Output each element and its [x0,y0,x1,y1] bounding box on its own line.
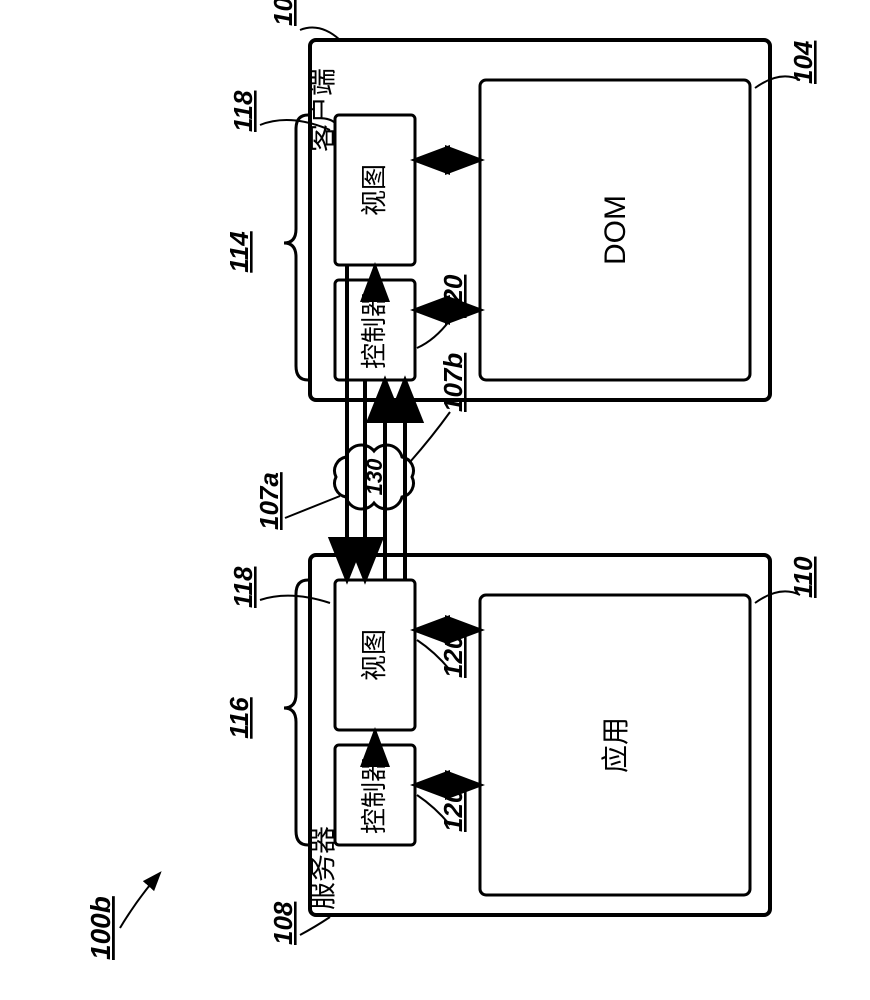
ref-labels: 102 104 118 114 120 107b 107a 118 120 11… [85,0,818,960]
ref-120-bot: 120 [438,788,468,832]
ref-120-top: 120 [438,274,468,318]
server-view-label: 视图 [359,629,389,681]
cloud-label: 130 [362,458,387,495]
ref-100b: 100b [85,896,116,960]
client-dom-label: DOM [599,195,632,265]
ref-114: 114 [224,231,254,273]
ref-118-top: 118 [228,90,258,132]
ref-102: 102 [268,0,298,26]
ref-118-bot: 118 [228,566,258,608]
server-outer-box [310,555,770,915]
ref-104: 104 [788,40,818,84]
brace-114 [284,115,308,380]
server-app-label: 应用 [600,717,631,773]
client-controller-label: 控制器 [359,291,389,369]
ref-107a: 107a [254,472,284,530]
server-group: 服务器 视图 控制器 应用 [307,555,770,915]
client-title-label: 客户端 [307,68,338,152]
ref-110: 110 [788,556,818,598]
brace-116 [284,580,308,845]
leader-107a [285,496,340,518]
leader-108 [300,917,330,935]
ref-107b: 107b [438,353,468,412]
server-title-label: 服务器 [307,826,338,910]
client-group: 客户端 视图 控制器 DOM [307,40,770,400]
diagram-canvas: 客户端 视图 控制器 DOM 服务器 视图 控制器 应用 [0,0,870,1000]
server-controller-label: 控制器 [359,756,389,834]
ref-120-mid: 120 [438,634,468,678]
ref-116: 116 [224,697,254,739]
leader-120-top [417,320,450,348]
ref-108: 108 [268,901,298,945]
client-view-label: 视图 [359,164,389,216]
leader-100b [120,873,160,928]
leader-107b [410,412,450,462]
